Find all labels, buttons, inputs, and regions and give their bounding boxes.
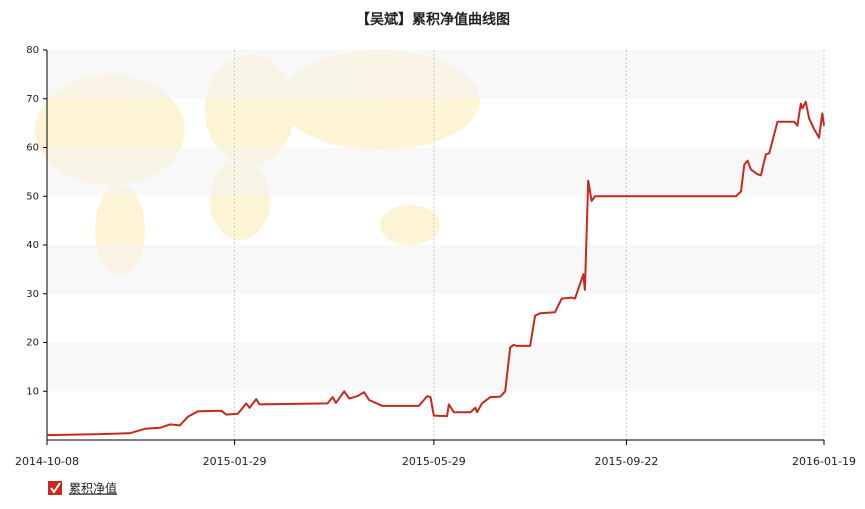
y-tick-label: 60 xyxy=(26,143,39,154)
y-tick-label: 80 xyxy=(26,45,39,56)
legend-label[interactable]: 累积净值 xyxy=(69,481,117,496)
y-tick-label: 50 xyxy=(26,191,39,202)
grid-band xyxy=(47,245,824,294)
y-tick-label: 20 xyxy=(26,338,39,349)
line-series xyxy=(46,100,825,437)
y-tick-label: 30 xyxy=(26,289,39,300)
legend[interactable]: 累积净值 xyxy=(48,481,117,496)
grid-band xyxy=(47,342,824,392)
x-tick-label: 2016-01-19 xyxy=(792,455,856,468)
chart-title: 【吴斌】累积净值曲线图 xyxy=(356,11,510,28)
y-tick-label: 70 xyxy=(26,94,39,105)
y-tick-label: 10 xyxy=(26,386,39,397)
x-tick-label: 2015-01-29 xyxy=(203,455,267,468)
grid-band xyxy=(47,50,824,99)
x-tick-label: 2014-10-08 xyxy=(15,455,79,468)
legend-check xyxy=(50,482,61,494)
y-tick-label: 40 xyxy=(26,240,39,251)
x-tick-label: 2015-09-22 xyxy=(594,455,658,468)
x-tick-label: 2015-05-29 xyxy=(402,455,466,468)
grid-band xyxy=(47,147,824,197)
